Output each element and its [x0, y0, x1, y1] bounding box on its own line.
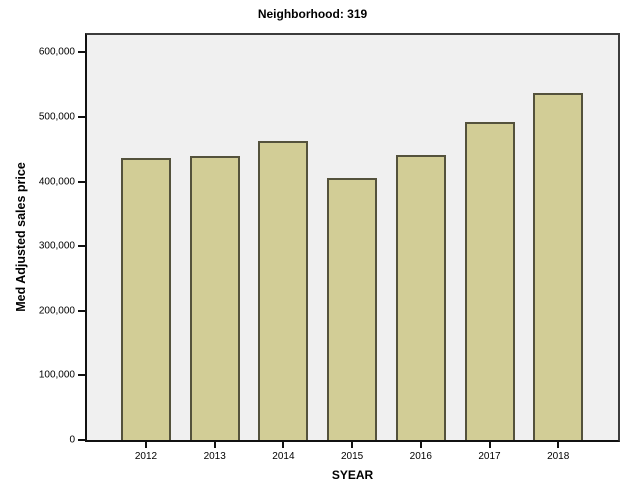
x-tick-2014	[282, 442, 285, 448]
x-tick-label-2014: 2014	[272, 451, 295, 462]
y-tick-0	[78, 439, 85, 441]
x-tick-2015	[351, 442, 354, 448]
plot-area	[85, 33, 620, 442]
x-tick-label-2015: 2015	[340, 451, 364, 462]
x-tick-label-2013: 2013	[203, 451, 226, 462]
y-tick-label-0: 0	[69, 434, 75, 446]
x-tick-label-2016: 2016	[409, 451, 432, 462]
bar-2014	[258, 140, 309, 440]
bar-2016	[395, 154, 446, 440]
y-axis: 0 100,000 200,000 300,000 400,000 500,000 600,…	[0, 35, 85, 446]
bar-2018	[533, 92, 584, 440]
bar-2013	[189, 156, 240, 440]
y-tick-label-500000: 500,000	[38, 111, 75, 123]
y-tick-label-200000: 200,000	[38, 305, 75, 317]
x-tick-label-2017: 2017	[478, 451, 501, 462]
chart-title: Neighborhood: 319	[257, 7, 368, 21]
y-tick-500000	[78, 116, 85, 119]
y-tick-400000	[78, 180, 85, 183]
x-tick-2012	[145, 442, 147, 448]
y-tick-label-100000: 100,000	[38, 369, 75, 381]
x-axis: 2012 2013 2014 2015 2016 2017 2018	[87, 442, 618, 472]
y-tick-label-400000: 400,000	[38, 176, 75, 188]
bar-2012	[121, 157, 171, 440]
x-tick-label-2012: 2012	[134, 451, 158, 462]
x-tick-2017	[488, 442, 491, 448]
y-tick-label-600000: 600,000	[38, 46, 75, 58]
y-tick-100000	[78, 374, 85, 377]
x-axis-title: SYEAR	[331, 468, 374, 482]
bar-2015	[327, 178, 378, 440]
bar-2017	[464, 122, 515, 440]
y-tick-200000	[78, 309, 85, 312]
x-tick-2013	[213, 442, 216, 448]
x-tick-2018	[557, 442, 560, 448]
x-tick-label-2018: 2018	[547, 451, 570, 462]
x-tick-2016	[419, 442, 422, 448]
y-tick-300000	[78, 245, 85, 248]
y-tick-600000	[78, 51, 85, 54]
y-tick-label-300000: 300,000	[38, 240, 75, 252]
